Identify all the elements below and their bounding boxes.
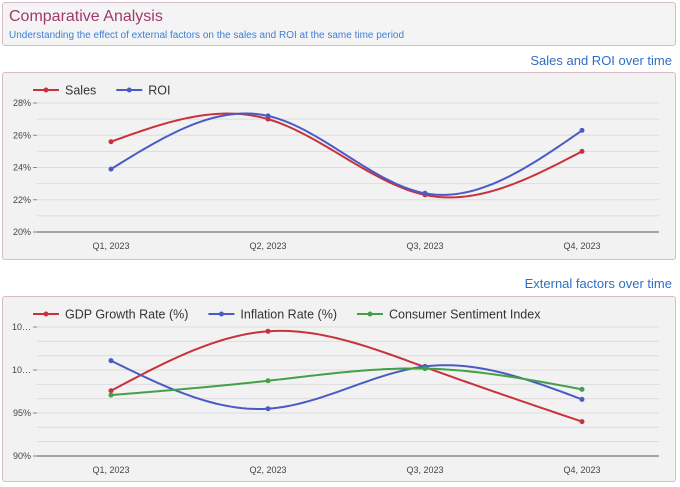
series-line-1 [110,112,583,196]
data-point [579,386,585,392]
legend-label: ROI [148,84,170,98]
data-point [579,127,585,133]
x-tick-label: Q3, 2023 [406,241,443,251]
legend-item[interactable]: Sales [33,84,96,98]
x-tick-label: Q1, 2023 [92,465,129,475]
data-point [579,148,585,154]
chart-2-card: 90% 95% 10… 10… Q1, 2023 Q2, 2023 Q3, 2023 Q4, … [2,296,676,482]
y-tick-label: 90% [13,451,31,461]
data-point [422,366,428,372]
y-tick-label: 24% [13,163,31,173]
y-tick-label: 22% [13,195,31,205]
x-tick-label: Q4, 2023 [563,241,600,251]
x-tick-label: Q2, 2023 [249,465,286,475]
legend-label: Inflation Rate (%) [240,308,337,322]
y-tick-label: 10… [12,322,31,332]
legend-label: GDP Growth Rate (%) [65,308,188,322]
x-tick-label: Q4, 2023 [563,465,600,475]
data-point [422,190,428,196]
legend-marker [43,87,49,93]
legend-marker [367,311,373,317]
legend-marker [43,311,49,317]
series-line-1 [110,359,583,411]
y-tick-label: 26% [13,130,31,140]
data-point [108,358,114,364]
data-point [265,378,271,384]
series-line-2 [110,367,583,397]
series-line-0 [110,112,583,199]
data-point [265,328,271,334]
legend-item[interactable]: GDP Growth Rate (%) [33,308,188,322]
data-point [265,406,271,412]
legend-item[interactable]: Consumer Sentiment Index [357,308,541,322]
data-point [579,419,585,425]
legend-item[interactable]: ROI [116,84,171,98]
x-tick-label: Q3, 2023 [406,465,443,475]
y-tick-label: 10… [12,365,31,375]
sales-roi-chart: 20% 22% 24% 26% 28% Q1, 2023 Q2, 2023 Q3, 2023 Q… [13,84,659,251]
data-point [108,392,114,398]
data-point [579,396,585,402]
header-card: Comparative Analysis Understanding the e… [2,2,676,46]
data-point [108,388,114,394]
legend-item[interactable]: Inflation Rate (%) [208,308,337,322]
x-tick-label: Q2, 2023 [249,241,286,251]
legend-label: Sales [65,84,96,98]
series-line-0 [110,329,583,423]
y-tick-label: 95% [13,408,31,418]
chart-1-title: Sales and ROI over time [530,53,672,68]
page-title: Comparative Analysis [9,8,163,25]
y-tick-label: 28% [13,98,31,108]
legend-label: Consumer Sentiment Index [389,308,541,322]
legend-marker [218,311,224,317]
x-tick-label: Q1, 2023 [92,241,129,251]
external-factors-chart: 90% 95% 10… 10… Q1, 2023 Q2, 2023 Q3, 2023 Q4, … [12,308,659,475]
data-point [265,113,271,119]
chart-1-card: 20% 22% 24% 26% 28% Q1, 2023 Q2, 2023 Q3, 2023 Q… [2,72,676,260]
y-tick-label: 20% [13,227,31,237]
chart-2-title: External factors over time [524,276,672,291]
legend-marker [126,87,132,93]
data-point [108,166,114,172]
page-subtitle: Understanding the effect of external fac… [9,30,405,41]
data-point [108,139,114,145]
